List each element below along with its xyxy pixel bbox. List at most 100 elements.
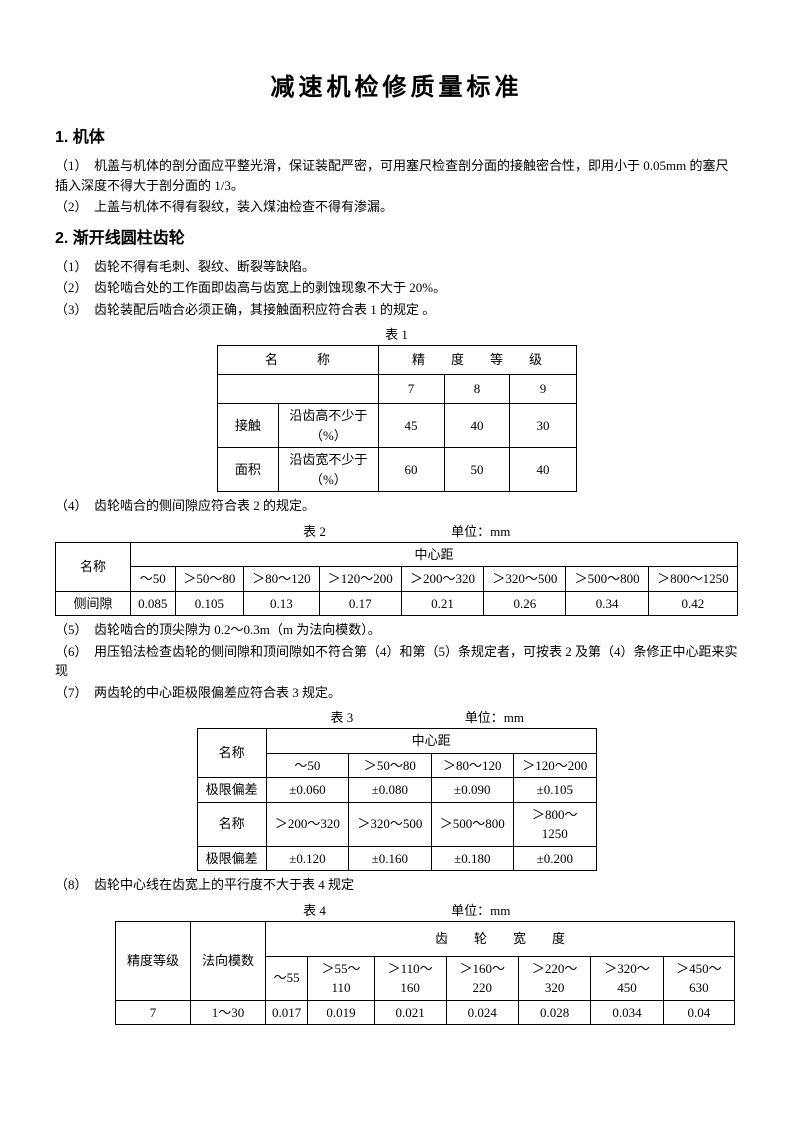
s2-item-4: （4） 齿轮啮合的侧间隙应符合表 2 的规定。 (55, 496, 738, 516)
t4-v7: 0.04 (663, 1000, 734, 1025)
t1-r1-7: 45 (378, 404, 444, 448)
t4-rgrade: 7 (116, 1000, 191, 1025)
t2-h-cd: 中心距 (131, 542, 738, 567)
t4-h-mod: 法向模数 (191, 921, 266, 1000)
t4-v2: 0.019 (308, 1000, 374, 1025)
t4-h-grade: 精度等级 (116, 921, 191, 1000)
s2-item-6: （6） 用压铅法检查齿轮的侧间隙和顶间隙如不符合第（4）和第（5）条规定者，可按… (55, 642, 738, 681)
t3-c3: ＞80～120 (431, 753, 513, 778)
section-1-heading: 1. 机体 (55, 126, 738, 150)
table4-caption-row: 表 4 单位：mm (55, 901, 738, 921)
t4-c7: ＞450～630 (663, 956, 734, 1000)
t2-v2: 0.105 (175, 591, 244, 616)
t1-r2b: 沿齿宽不少于（%） (279, 448, 378, 492)
t4-v5: 0.028 (518, 1000, 590, 1025)
t4-c4: ＞160～220 (446, 956, 518, 1000)
t2-c8: ＞800～1250 (648, 567, 737, 592)
t3-h-cd: 中心距 (266, 729, 596, 754)
t1-r2-7: 60 (378, 448, 444, 492)
t3-r2name: 极限偏差 (197, 846, 266, 871)
t1-g8: 8 (444, 375, 510, 404)
table-4: 精度等级 法向模数 齿 轮 宽 度 ～55 ＞55～110 ＞110～160 ＞… (115, 921, 735, 1026)
t1-r2a: 面积 (217, 448, 279, 492)
page-title: 减速机检修质量标准 (55, 70, 738, 106)
table-3: 名称 中心距 ～50 ＞50～80 ＞80～120 ＞120～200 极限偏差 … (197, 728, 597, 871)
t1-r1-8: 40 (444, 404, 510, 448)
s2-item-3: （3） 齿轮装配后啮合必须正确，其接触面积应符合表 1 的规定 。 (55, 300, 738, 320)
t3-c6: ＞320～500 (349, 802, 431, 846)
t1-r2-8: 50 (444, 448, 510, 492)
t4-c6: ＞320～450 (591, 956, 663, 1000)
t2-c1: ～50 (131, 567, 176, 592)
t3-v13: ±0.090 (431, 778, 513, 803)
table1-caption-row: 表 1 (55, 325, 738, 345)
t2-v3: 0.13 (244, 591, 319, 616)
t4-h-width: 齿 轮 宽 度 (266, 921, 735, 956)
t1-r2-9: 40 (510, 448, 576, 492)
t1-g9: 9 (510, 375, 576, 404)
t4-c5: ＞220～320 (518, 956, 590, 1000)
table3-caption-row: 表 3 单位：mm (55, 708, 738, 728)
t2-v6: 0.26 (484, 591, 566, 616)
t4-rmod: 1～30 (191, 1000, 266, 1025)
t2-c3: ＞80～120 (244, 567, 319, 592)
t3-c7: ＞500～800 (431, 802, 513, 846)
t4-v6: 0.034 (591, 1000, 663, 1025)
t2-c2: ＞50～80 (175, 567, 244, 592)
t2-v7: 0.34 (566, 591, 648, 616)
t1-r1a: 接触 (217, 404, 279, 448)
t2-v5: 0.21 (401, 591, 483, 616)
t4-c3: ＞110～160 (374, 956, 446, 1000)
table2-caption: 表 2 (303, 522, 326, 542)
s2-item-2: （2） 齿轮啮合处的工作面即齿高与齿宽上的剥蚀现象不大于 20%。 (55, 278, 738, 298)
s2-item-7: （7） 两齿轮的中心距极限偏差应符合表 3 规定。 (55, 683, 738, 703)
t3-h2-name: 名称 (197, 802, 266, 846)
s1-item-2: （2） 上盖与机体不得有裂纹，装入煤油检查不得有渗漏。 (55, 197, 738, 217)
t3-v21: ±0.120 (266, 846, 348, 871)
t2-v8: 0.42 (648, 591, 737, 616)
t3-c8: ＞800～1250 (514, 802, 596, 846)
section-2-heading: 2. 渐开线圆柱齿轮 (55, 227, 738, 251)
t4-c2: ＞55～110 (308, 956, 374, 1000)
t1-r1b: 沿齿高不少于（%） (279, 404, 378, 448)
t2-v1: 0.085 (131, 591, 176, 616)
t3-v11: ±0.060 (266, 778, 348, 803)
t4-v3: 0.021 (374, 1000, 446, 1025)
table2-unit: 单位：mm (451, 522, 510, 542)
t3-v24: ±0.200 (514, 846, 596, 871)
t2-c7: ＞500～800 (566, 567, 648, 592)
table3-caption: 表 3 (330, 708, 353, 728)
t3-c4: ＞120～200 (514, 753, 596, 778)
t4-v4: 0.024 (446, 1000, 518, 1025)
t3-v14: ±0.105 (514, 778, 596, 803)
t3-r1name: 极限偏差 (197, 778, 266, 803)
table2-caption-row: 表 2 单位：mm (55, 522, 738, 542)
t2-rname: 侧间隙 (56, 591, 131, 616)
t1-g7: 7 (378, 375, 444, 404)
table4-caption: 表 4 (303, 901, 326, 921)
t2-c5: ＞200～320 (401, 567, 483, 592)
t3-v23: ±0.180 (431, 846, 513, 871)
table-1: 名 称 精 度 等 级 7 8 9 接触 沿齿高不少于（%） 45 40 30 … (217, 345, 577, 492)
table4-unit: 单位：mm (451, 901, 510, 921)
t4-v1: 0.017 (266, 1000, 308, 1025)
t2-v4: 0.17 (319, 591, 401, 616)
s1-item-1: （1） 机盖与机体的剖分面应平整光滑，保证装配严密，可用塞尺检查剖分面的接触密合… (55, 156, 738, 195)
t2-h-name: 名称 (56, 542, 131, 591)
t1-r1-9: 30 (510, 404, 576, 448)
t1-h-name: 名 称 (217, 346, 378, 375)
t3-h-name: 名称 (197, 729, 266, 778)
t1-blank (217, 375, 378, 404)
s2-item-8: （8） 齿轮中心线在齿宽上的平行度不大于表 4 规定 (55, 875, 738, 895)
s2-item-5: （5） 齿轮啮合的顶尖隙为 0.2～0.3m（m 为法向模数）。 (55, 620, 738, 640)
t3-v12: ±0.080 (349, 778, 431, 803)
t3-c5: ＞200～320 (266, 802, 348, 846)
t4-c1: ～55 (266, 956, 308, 1000)
t1-h-grade: 精 度 等 级 (378, 346, 576, 375)
t3-c1: ～50 (266, 753, 348, 778)
s2-item-1: （1） 齿轮不得有毛刺、裂纹、断裂等缺陷。 (55, 257, 738, 277)
table1-caption: 表 1 (385, 325, 408, 345)
t3-v22: ±0.160 (349, 846, 431, 871)
t2-c6: ＞320～500 (484, 567, 566, 592)
t3-c2: ＞50～80 (349, 753, 431, 778)
